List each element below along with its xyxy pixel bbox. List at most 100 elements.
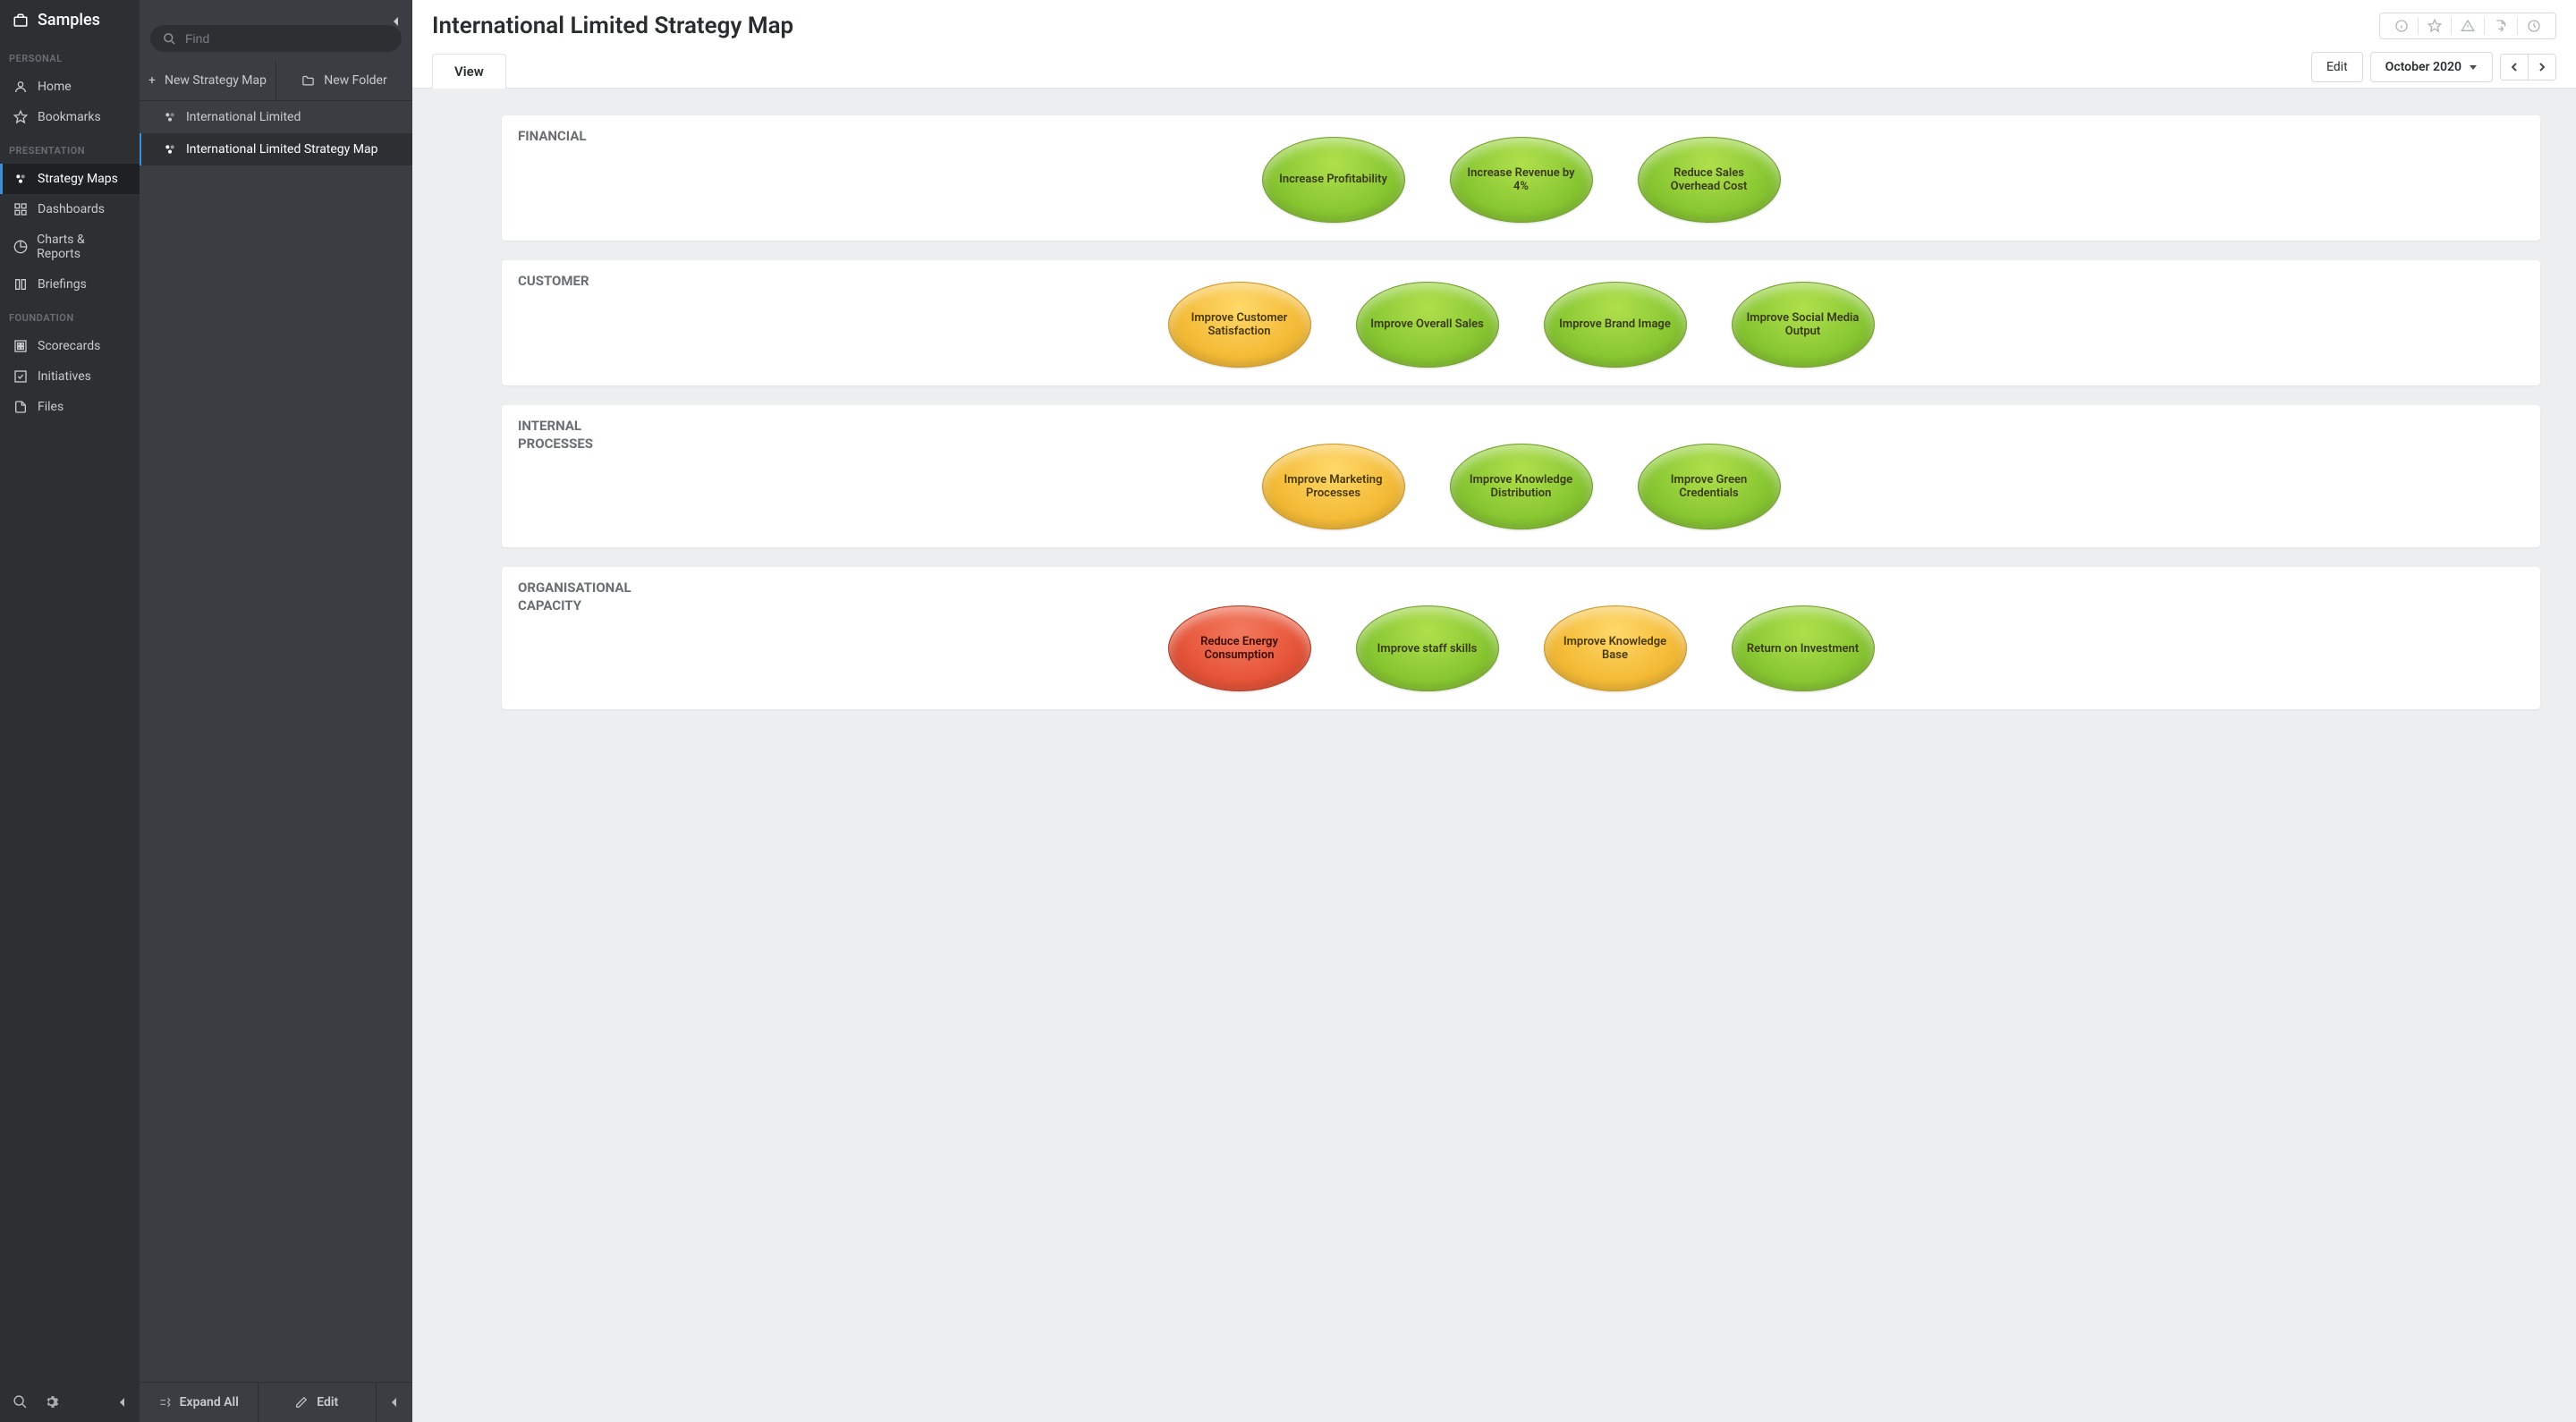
objective-oval[interactable]: Reduce Sales Overhead Cost (1638, 137, 1781, 223)
home-icon (13, 80, 29, 94)
nav-section-label: PERSONAL (0, 40, 140, 72)
sidebar-item-scorecards[interactable]: Scorecards (0, 331, 140, 361)
perspective-panel: CUSTOMERImprove Customer SatisfactionImp… (502, 260, 2540, 385)
objectives-row: Increase Profitability Increase Revenue b… (518, 137, 2524, 223)
objective-oval[interactable]: Improve Overall Sales (1356, 282, 1499, 368)
perspective-panel: ORGANISATIONAL CAPACITYReduce Energy Con… (502, 567, 2540, 709)
files-icon (13, 400, 29, 414)
tree-item[interactable]: International Limited (140, 101, 412, 133)
objective-oval[interactable]: Increase Profitability (1262, 137, 1405, 223)
objective-oval[interactable]: Improve Brand Image (1544, 282, 1687, 368)
strategy-map-canvas: FINANCIALIncrease ProfitabilityIncrease … (412, 89, 2576, 1422)
export-icon[interactable] (2485, 17, 2518, 35)
edit-mode-button[interactable]: Edit (2311, 52, 2363, 82)
plus-icon: + (148, 73, 156, 88)
strategy-map-icon (163, 110, 177, 124)
sidebar-item-briefings[interactable]: Briefings (0, 269, 140, 300)
objective-oval[interactable]: Increase Revenue by 4% (1450, 137, 1593, 223)
app-header: Samples (0, 0, 140, 40)
objectives-row: Improve Customer Satisfaction Improve Ove… (518, 282, 2524, 368)
header-icon-toolbar (2379, 13, 2556, 39)
search-input[interactable] (185, 31, 389, 46)
sidebar-item-home[interactable]: Home (0, 72, 140, 102)
secondary-sidebar-actions: + New Strategy Map New Folder (140, 61, 412, 101)
sidebar-item-initiatives[interactable]: Initiatives (0, 361, 140, 392)
objective-oval[interactable]: Improve Knowledge Distribution (1450, 444, 1593, 529)
nav-section-label: FOUNDATION (0, 300, 140, 331)
collapse-chevron-icon[interactable] (392, 16, 401, 27)
sidebar-item-files[interactable]: Files (0, 392, 140, 422)
sidebar-item-strategy-maps[interactable]: Strategy Maps (0, 164, 140, 194)
collapse-footer-button[interactable] (377, 1383, 412, 1422)
sidebar-item-bookmarks[interactable]: Bookmarks (0, 102, 140, 132)
search-icon[interactable] (13, 1394, 28, 1409)
perspective-panel: FINANCIALIncrease ProfitabilityIncrease … (502, 115, 2540, 241)
sidebar-item-label: Briefings (38, 277, 87, 292)
objective-oval[interactable]: Improve Social Media Output (1732, 282, 1875, 368)
sidebar-item-label: Bookmarks (38, 110, 101, 124)
tree-item[interactable]: International Limited Strategy Map (140, 133, 412, 165)
search-container (150, 25, 402, 52)
tabs: View (432, 53, 506, 88)
sidebar-item-label: Initiatives (38, 369, 91, 384)
main-content: International Limited Strategy Map View … (412, 0, 2576, 1422)
new-folder-label: New Folder (324, 73, 386, 88)
secondary-sidebar-footer: Expand All Edit (140, 1382, 412, 1422)
dashboards-icon (13, 202, 29, 216)
new-map-label: New Strategy Map (165, 73, 267, 88)
briefcase-icon (13, 13, 29, 29)
folder-icon (301, 74, 315, 88)
edit-button[interactable]: Edit (258, 1383, 377, 1422)
objective-oval[interactable]: Improve Knowledge Base (1544, 605, 1687, 691)
period-prev-button[interactable] (2501, 55, 2529, 80)
star-icon[interactable] (2419, 17, 2452, 35)
objective-oval[interactable]: Improve Customer Satisfaction (1168, 282, 1311, 368)
period-selector[interactable]: October 2020 (2370, 52, 2493, 82)
sidebar-item-label: Dashboards (38, 202, 105, 216)
app-title: Samples (38, 11, 100, 30)
scorecards-icon (13, 339, 29, 353)
strategy-maps-icon (13, 172, 29, 186)
nav-section-label: PRESENTATION (0, 132, 140, 164)
tree-item-label: International Limited Strategy Map (186, 142, 377, 157)
objective-oval[interactable]: Improve Marketing Processes (1262, 444, 1405, 529)
period-nav (2500, 54, 2556, 80)
objectives-row: Improve Marketing Processes Improve Knowl… (518, 444, 2524, 529)
expand-icon (158, 1396, 171, 1409)
info-icon[interactable] (2385, 17, 2419, 35)
edit-label: Edit (317, 1395, 338, 1409)
period-next-button[interactable] (2529, 55, 2555, 80)
sidebar-item-label: Scorecards (38, 339, 100, 353)
new-folder-button[interactable]: New Folder (276, 61, 412, 100)
objective-oval[interactable]: Reduce Energy Consumption (1168, 605, 1311, 691)
new-strategy-map-button[interactable]: + New Strategy Map (140, 61, 276, 100)
primary-sidebar: Samples PERSONAL Home Bookmarks PRESENTATIO… (0, 0, 140, 1422)
strategy-map-icon (163, 142, 177, 157)
tab-view[interactable]: View (432, 54, 506, 89)
main-header: International Limited Strategy Map View … (412, 0, 2576, 89)
sidebar-item-label: Home (38, 80, 72, 94)
secondary-sidebar: + New Strategy Map New Folder Internatio… (140, 0, 412, 1422)
search-icon (163, 32, 176, 46)
warning-icon[interactable] (2452, 17, 2485, 35)
perspective-panel: INTERNAL PROCESSESImprove Marketing Proc… (502, 405, 2540, 547)
gear-icon[interactable] (44, 1394, 59, 1409)
expand-all-button[interactable]: Expand All (140, 1383, 258, 1422)
clock-icon[interactable] (2518, 17, 2550, 35)
pencil-icon (295, 1396, 308, 1409)
sidebar-item-label: Strategy Maps (38, 172, 118, 186)
sidebar-item-charts-reports[interactable]: Charts & Reports (0, 224, 140, 269)
sidebar-item-dashboards[interactable]: Dashboards (0, 194, 140, 224)
objective-oval[interactable]: Improve Green Credentials (1638, 444, 1781, 529)
bookmarks-icon (13, 110, 29, 124)
period-label: October 2020 (2385, 60, 2462, 74)
objective-oval[interactable]: Return on Investment (1732, 605, 1875, 691)
collapse-primary-sidebar-icon[interactable] (118, 1397, 127, 1408)
sidebar-item-label: Files (38, 400, 64, 414)
objective-oval[interactable]: Improve staff skills (1356, 605, 1499, 691)
initiatives-icon (13, 369, 29, 384)
objectives-row: Reduce Energy Consumption Improve staff s… (518, 605, 2524, 691)
briefings-icon (13, 277, 29, 292)
expand-all-label: Expand All (180, 1395, 239, 1409)
charts-reports-icon (13, 240, 28, 254)
